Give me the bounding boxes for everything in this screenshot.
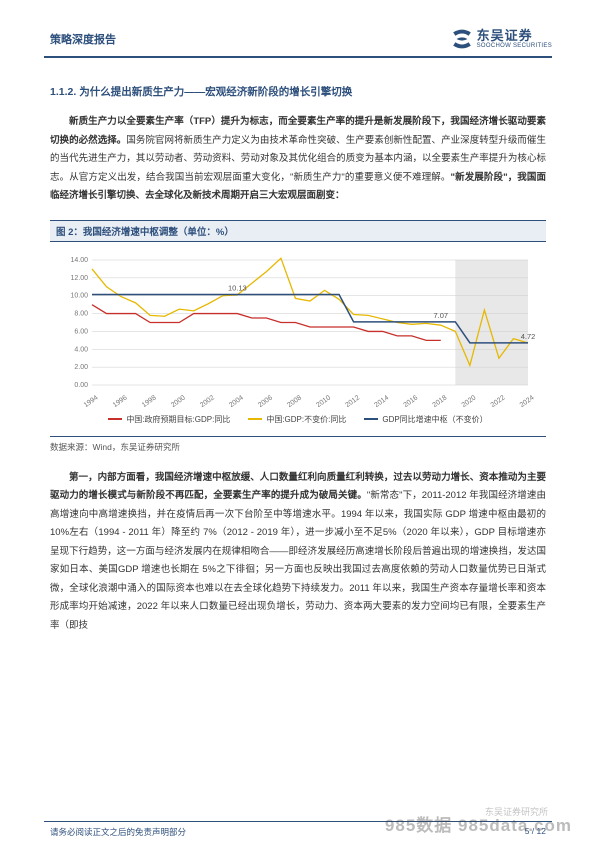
page-header: 策略深度报告 东吴证券 SOOCHOW SECURITIES (44, 0, 552, 58)
watermark-main: 985数据 985data.com (385, 811, 572, 836)
svg-text:4.00: 4.00 (74, 346, 88, 353)
svg-text:2006: 2006 (257, 394, 274, 407)
doc-type-label: 策略深度报告 (50, 31, 116, 47)
chart-source: 数据来源：Wind，东吴证券研究所 (50, 436, 546, 453)
svg-text:2012: 2012 (344, 394, 361, 407)
svg-text:2000: 2000 (170, 394, 187, 407)
svg-text:2022: 2022 (490, 394, 507, 407)
chart-legend: 中国:政府预期目标:GDP:同比中国:GDP:不变价:同比GDP同比增速中枢（不… (56, 414, 540, 425)
svg-text:2024: 2024 (519, 394, 536, 407)
svg-text:10.13: 10.13 (228, 283, 247, 292)
svg-text:7.07: 7.07 (433, 310, 448, 319)
section-heading: 1.1.2. 为什么提出新质生产力——宏观经济新阶段的增长引擎切换 (50, 84, 546, 99)
svg-text:2010: 2010 (315, 394, 332, 407)
svg-text:8.00: 8.00 (74, 310, 88, 317)
svg-text:2008: 2008 (286, 394, 303, 407)
svg-text:0.00: 0.00 (74, 382, 88, 389)
svg-text:1996: 1996 (112, 394, 129, 407)
page: 策略深度报告 东吴证券 SOOCHOW SECURITIES 1.1.2. 为什… (0, 0, 596, 842)
p2-text1: "新常态"下，2011-2012 年我国经济增速由高增速向中高增速换挡，并在疫情… (50, 490, 546, 631)
svg-text:4.72: 4.72 (521, 331, 536, 340)
svg-text:1998: 1998 (141, 394, 158, 407)
chart-caption: 图 2：我国经济增速中枢调整（单位：%） (50, 220, 546, 242)
svg-text:14.00: 14.00 (70, 257, 88, 264)
svg-text:2.00: 2.00 (74, 364, 88, 371)
line-chart: 0.00 2.00 4.00 6.00 8.00 10.00 12.00 14.00 1994 1… (56, 252, 540, 407)
logo-cn: 东吴证券 (477, 29, 552, 42)
svg-text:6.00: 6.00 (74, 328, 88, 335)
svg-text:10.00: 10.00 (70, 292, 88, 299)
footer-disclaimer: 请务必阅读正文之后的免责声明部分 (50, 826, 186, 838)
paragraph-1: 新质生产力以全要素生产率（TFP）提升为标志，而全要素生产率的提升是新发展阶段下… (50, 113, 546, 206)
svg-text:2020: 2020 (461, 394, 478, 407)
svg-text:2016: 2016 (402, 394, 419, 407)
svg-text:2014: 2014 (373, 394, 390, 407)
svg-text:12.00: 12.00 (70, 274, 88, 281)
logo-en: SOOCHOW SECURITIES (477, 43, 552, 49)
svg-text:1994: 1994 (83, 394, 100, 407)
svg-text:2018: 2018 (432, 394, 449, 407)
logo-text: 东吴证券 SOOCHOW SECURITIES (477, 29, 552, 49)
chart-container: 0.00 2.00 4.00 6.00 8.00 10.00 12.00 14.00 1994 1… (50, 242, 546, 432)
content-area: 1.1.2. 为什么提出新质生产力——宏观经济新阶段的增长引擎切换 新质生产力以… (0, 58, 596, 635)
svg-text:2004: 2004 (228, 394, 245, 407)
section-number: 1.1.2. (50, 86, 76, 98)
section-title: 为什么提出新质生产力——宏观经济新阶段的增长引擎切换 (79, 86, 352, 98)
logo-icon (451, 28, 473, 50)
company-logo: 东吴证券 SOOCHOW SECURITIES (451, 28, 552, 50)
svg-text:2002: 2002 (199, 394, 216, 407)
paragraph-2: 第一，内部方面看，我国经济增速中枢放缓、人口数量红利向质量红利转换，过去以劳动力… (50, 469, 546, 636)
